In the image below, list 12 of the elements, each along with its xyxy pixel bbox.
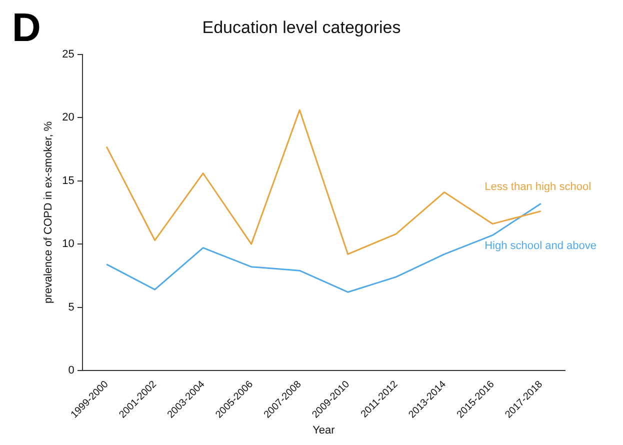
y-tick-label: 15 xyxy=(62,174,74,187)
text: D xyxy=(12,6,41,50)
series-label: Less than high school xyxy=(484,180,592,193)
y-tick-label: 10 xyxy=(62,238,74,250)
y-tick-label: 20 xyxy=(62,112,74,124)
x-axis-title: Year xyxy=(312,424,336,436)
y-axis-title: prevalence of COPD in ex-smoker, % xyxy=(42,121,55,304)
series-label: High school and above xyxy=(484,240,597,252)
y-tick-label: 0 xyxy=(68,364,74,377)
chart-title: Education level categories xyxy=(202,18,401,37)
y-tick-label: 25 xyxy=(62,48,74,60)
y-tick-label: 5 xyxy=(68,301,74,314)
